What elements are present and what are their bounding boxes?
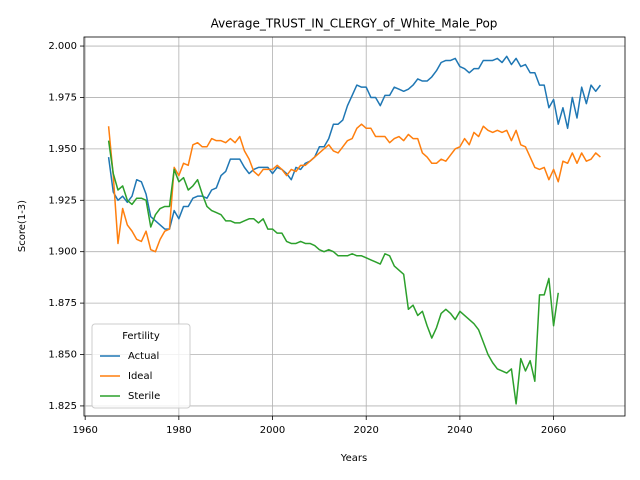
x-tick-label: 1980	[166, 425, 191, 436]
x-tick-label: 2000	[260, 425, 285, 436]
legend-label: Sterile	[128, 391, 160, 402]
y-axis-label: Score(1-3)	[17, 200, 28, 252]
y-tick-label: 1.900	[48, 247, 77, 258]
legend-label: Ideal	[128, 371, 152, 382]
series-line	[107, 140, 559, 405]
x-tick-label: 2060	[541, 425, 566, 436]
x-tick-label: 2020	[353, 425, 378, 436]
y-tick-label: 1.975	[48, 92, 77, 103]
x-tick-label: 1960	[72, 425, 97, 436]
plot-frame	[83, 36, 626, 417]
y-tick-label: 1.850	[48, 350, 77, 361]
series-line	[107, 55, 602, 230]
y-tick-label: 1.950	[48, 144, 77, 155]
legend: Fertility Actual Ideal Sterile	[91, 323, 191, 409]
y-tick-label: 1.875	[48, 298, 77, 309]
legend-title: Fertility	[122, 331, 160, 342]
x-axis-label: Years	[340, 453, 367, 464]
y-tick-label: 1.925	[48, 195, 77, 206]
series-line	[107, 123, 601, 253]
legend-label: Actual	[128, 351, 159, 362]
y-tick-label: 2.000	[48, 41, 77, 52]
chart-title: Average_TRUST_IN_CLERGY_of_White_Male_Po…	[211, 17, 498, 31]
legend-box	[91, 323, 191, 409]
x-tick-label: 2040	[447, 425, 472, 436]
y-tick-label: 1.825	[48, 401, 77, 412]
